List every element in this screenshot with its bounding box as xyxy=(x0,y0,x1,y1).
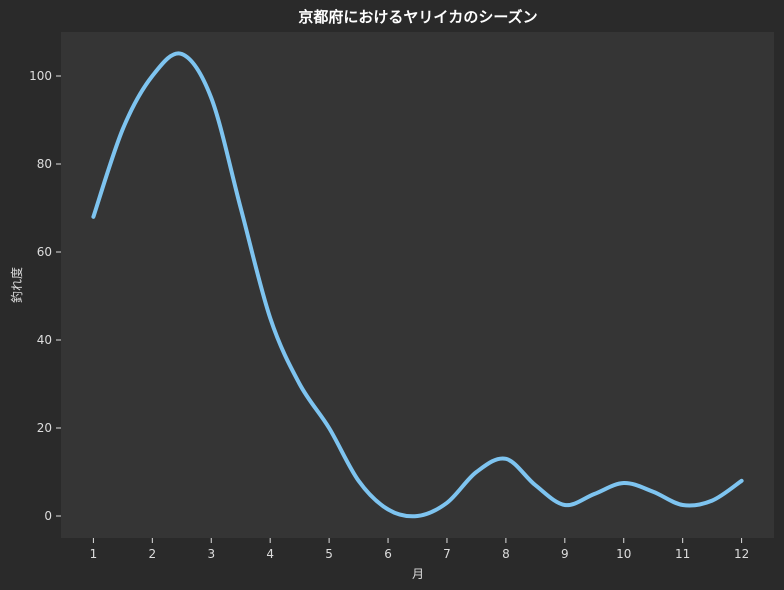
x-tick-label: 3 xyxy=(207,547,215,561)
series-line-0 xyxy=(91,51,744,519)
y-tick-label: 40 xyxy=(37,333,52,347)
plot-area xyxy=(61,32,774,538)
y-tick-label: 60 xyxy=(37,245,52,259)
y-tick-label: 100 xyxy=(29,69,52,83)
x-tick-label: 10 xyxy=(616,547,631,561)
y-tick-label: 20 xyxy=(37,421,52,435)
x-tick-label: 9 xyxy=(561,547,569,561)
y-tick-label: 0 xyxy=(44,509,52,523)
x-tick-label: 12 xyxy=(734,547,749,561)
x-axis: 1 2 3 4 5 6 7 8 9 10 11 12 xyxy=(90,538,749,561)
y-axis-label: 釣れ度 xyxy=(9,267,24,303)
y-axis: 0 20 40 60 80 100 xyxy=(29,69,61,523)
chart-title: 京都府におけるヤリイカのシーズン xyxy=(298,8,537,26)
x-tick-label: 4 xyxy=(266,547,274,561)
series-layer xyxy=(91,51,744,519)
x-tick-label: 2 xyxy=(149,547,157,561)
y-tick-label: 80 xyxy=(37,157,52,171)
x-tick-label: 8 xyxy=(502,547,510,561)
x-tick-label: 5 xyxy=(325,547,333,561)
x-tick-label: 6 xyxy=(384,547,392,561)
x-tick-label: 7 xyxy=(443,547,451,561)
x-tick-label: 11 xyxy=(675,547,690,561)
x-tick-label: 1 xyxy=(90,547,98,561)
x-axis-label: 月 xyxy=(412,567,424,581)
